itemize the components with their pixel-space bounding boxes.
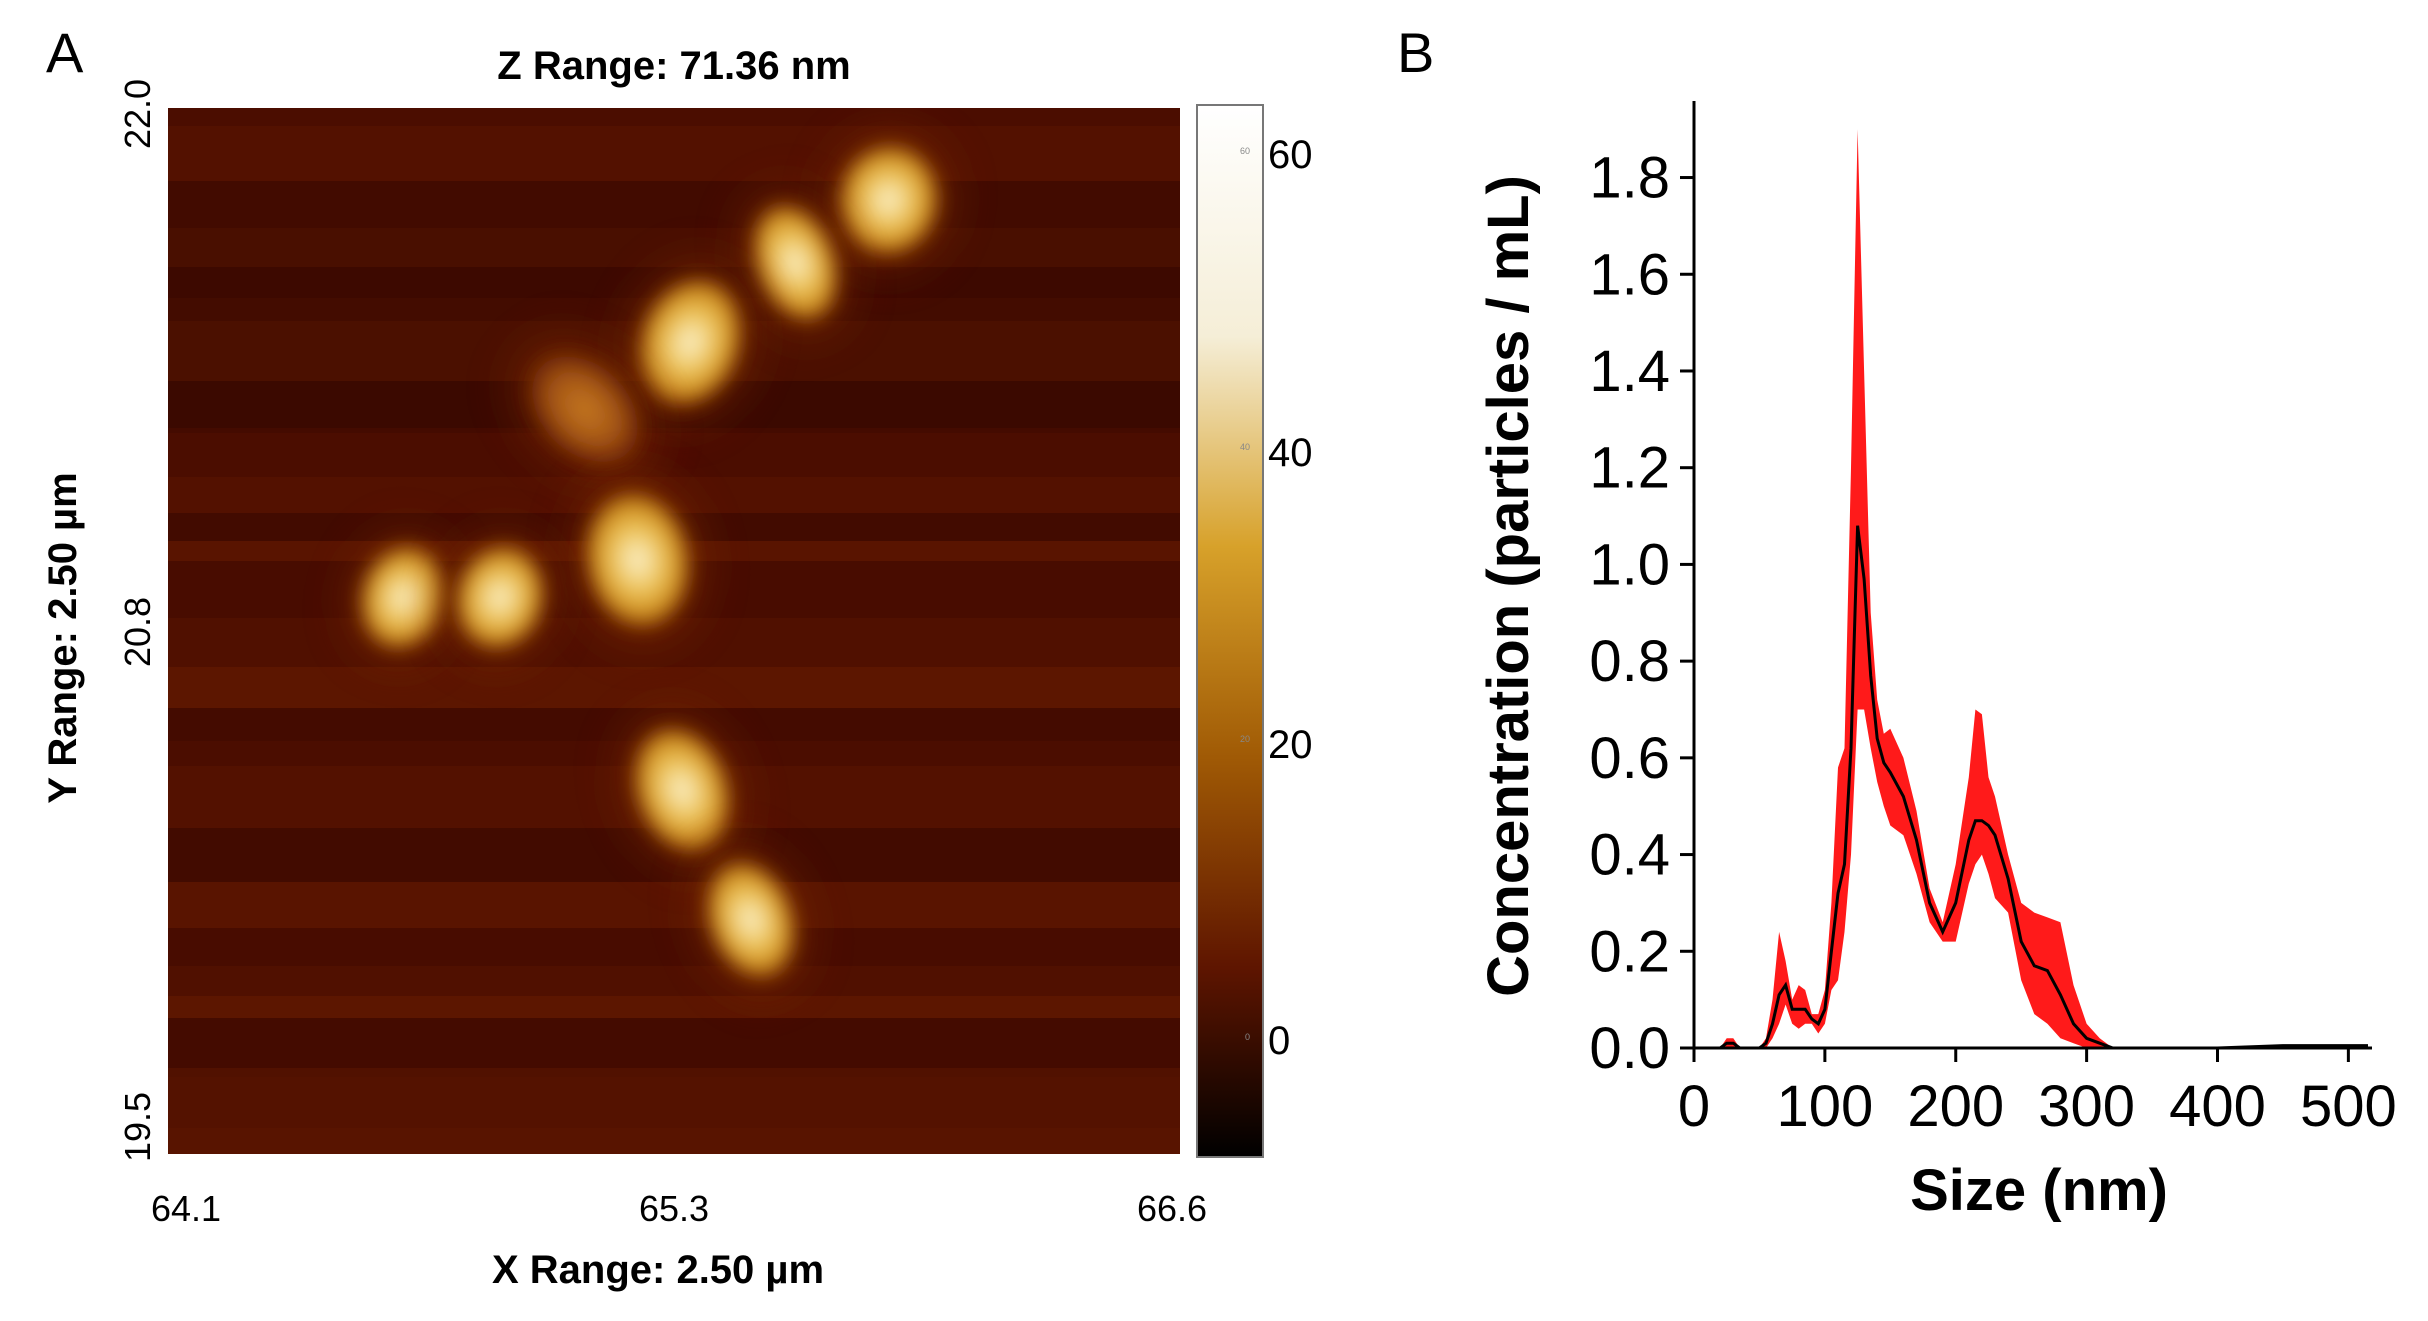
colorbar-minor-label: 0 bbox=[1245, 1032, 1250, 1042]
y-tick-label: 0.2 bbox=[1589, 919, 1670, 984]
particle bbox=[585, 492, 691, 628]
afm-x-tick-left: 64.1 bbox=[151, 1188, 221, 1229]
y-tick-label: 0.8 bbox=[1589, 629, 1670, 694]
particle bbox=[529, 353, 641, 466]
particle bbox=[838, 145, 939, 255]
y-tick-label: 0.6 bbox=[1589, 726, 1670, 791]
afm-y-tick-mid: 20.8 bbox=[117, 597, 158, 667]
y-tick-label: 1.2 bbox=[1589, 436, 1670, 501]
panel-b: B 0.0 0.2 0.4 0.6 0.8 1.0 1.2 1.4 1.6 1.8 0 100 200 3… bbox=[1397, 21, 2397, 1223]
colorbar-tick-40: 40 bbox=[1268, 431, 1313, 475]
afm-title: Z Range: 71.36 nm bbox=[497, 44, 850, 88]
y-tick-label: 0.4 bbox=[1589, 823, 1670, 888]
panel-a: A Z Range: 71.36 nm 22.0 20.8 19.5 Y Ran… bbox=[41, 21, 1313, 1292]
x-tick-label: 400 bbox=[2169, 1074, 2266, 1139]
y-axis-label: Concentration (particles / mL) bbox=[1476, 175, 1541, 997]
mean-line bbox=[1694, 525, 2368, 1050]
scan-band bbox=[168, 882, 1180, 928]
x-tick-label: 0 bbox=[1678, 1074, 1710, 1139]
scan-band bbox=[168, 126, 1180, 181]
colorbar bbox=[1196, 104, 1264, 1158]
x-tick-label: 500 bbox=[2300, 1074, 2397, 1139]
particle bbox=[633, 727, 731, 853]
x-tick-label: 200 bbox=[1907, 1074, 2004, 1139]
afm-x-tick-mid: 65.3 bbox=[639, 1188, 709, 1229]
colorbar-minor-label: 40 bbox=[1240, 442, 1250, 452]
afm-x-label: X Range: 2.50 µm bbox=[492, 1248, 824, 1292]
scan-shadow bbox=[168, 1068, 1180, 1154]
afm-y-label: Y Range: 2.50 µm bbox=[41, 472, 85, 803]
x-tick-label: 100 bbox=[1776, 1074, 1873, 1139]
afm-particles bbox=[349, 131, 952, 993]
particle bbox=[360, 546, 446, 649]
scan-band bbox=[168, 228, 1180, 267]
particle bbox=[752, 204, 839, 321]
y-tick-label: 1.6 bbox=[1589, 242, 1670, 307]
error-band bbox=[1694, 129, 2368, 1048]
y-tick-label: 1.4 bbox=[1589, 339, 1670, 404]
y-tick-label: 1.0 bbox=[1589, 532, 1670, 597]
scan-band bbox=[168, 108, 1180, 126]
scan-band bbox=[168, 996, 1180, 1018]
y-tick-label: 0.0 bbox=[1589, 1016, 1670, 1081]
colorbar-minor-label: 60 bbox=[1240, 146, 1250, 156]
afm-y-tick-top: 22.0 bbox=[117, 79, 158, 149]
colorbar-tick-20: 20 bbox=[1268, 723, 1313, 767]
scan-band bbox=[168, 433, 1180, 477]
x-tick-label: 300 bbox=[2038, 1074, 2135, 1139]
panel-a-letter: A bbox=[46, 21, 84, 84]
colorbar-tick-marks: 60 40 20 0 bbox=[1240, 146, 1250, 1042]
scan-band bbox=[168, 928, 1180, 966]
scan-band bbox=[168, 966, 1180, 996]
colorbar-minor-label: 20 bbox=[1240, 734, 1250, 744]
panel-b-letter: B bbox=[1397, 21, 1434, 84]
scan-band bbox=[168, 667, 1180, 708]
afm-scan-lines bbox=[168, 108, 1180, 1154]
colorbar-tick-0: 0 bbox=[1268, 1019, 1290, 1063]
afm-x-tick-right: 66.6 bbox=[1137, 1188, 1207, 1229]
afm-y-tick-bottom: 19.5 bbox=[117, 1092, 158, 1162]
particle bbox=[638, 278, 743, 406]
particle bbox=[706, 861, 796, 978]
x-axis-label: Size (nm) bbox=[1910, 1158, 2168, 1223]
afm-image bbox=[168, 108, 1180, 1154]
nta-chart: 0.0 0.2 0.4 0.6 0.8 1.0 1.2 1.4 1.6 1.8 0 100 200 300… bbox=[1476, 101, 2397, 1223]
particle bbox=[455, 546, 545, 650]
colorbar-tick-60: 60 bbox=[1268, 133, 1313, 177]
scan-band bbox=[168, 181, 1180, 228]
y-tick-label: 1.8 bbox=[1589, 146, 1670, 211]
scan-band bbox=[168, 1018, 1180, 1077]
